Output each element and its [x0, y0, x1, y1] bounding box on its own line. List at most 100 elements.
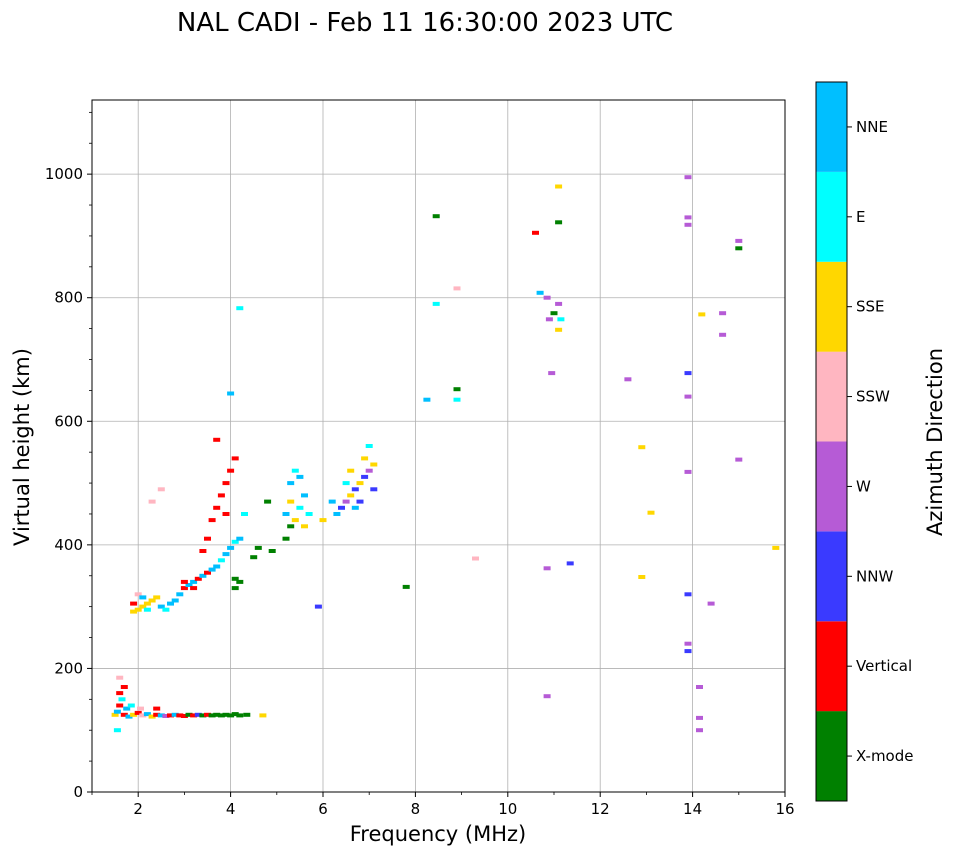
- data-point: [157, 713, 165, 718]
- data-point: [139, 604, 147, 609]
- data-point: [550, 311, 558, 316]
- colorbar-label: SSE: [856, 298, 885, 316]
- data-point: [118, 697, 126, 702]
- data-point: [268, 549, 276, 553]
- y-tick-label: 200: [54, 659, 83, 677]
- data-point: [171, 712, 179, 717]
- data-point: [342, 481, 350, 486]
- data-point: [199, 549, 207, 553]
- data-point: [213, 505, 221, 510]
- data-point: [557, 317, 565, 322]
- data-point: [351, 487, 359, 492]
- data-point: [162, 607, 170, 612]
- data-point: [472, 556, 479, 561]
- data-points: [111, 175, 780, 733]
- data-point: [365, 468, 373, 473]
- x-tick-label: 14: [683, 800, 702, 818]
- data-point: [157, 487, 165, 492]
- data-point: [130, 712, 138, 717]
- x-tick-label: 12: [591, 800, 610, 818]
- x-tick-label: 16: [775, 800, 794, 818]
- colorbar-segment: [816, 351, 847, 442]
- data-point: [113, 728, 121, 733]
- data-point: [684, 469, 692, 474]
- data-point: [543, 295, 551, 300]
- data-point: [171, 598, 179, 603]
- data-point: [217, 558, 225, 563]
- data-point: [319, 518, 327, 523]
- data-point: [213, 712, 221, 717]
- data-point: [532, 230, 539, 235]
- data-point: [231, 586, 239, 591]
- data-point: [236, 536, 244, 541]
- data-point: [190, 579, 198, 584]
- data-point: [548, 371, 556, 376]
- data-point: [185, 583, 193, 587]
- data-point: [432, 301, 440, 306]
- data-point: [250, 555, 258, 560]
- data-point: [684, 394, 692, 399]
- data-point: [735, 457, 743, 462]
- colorbar-label: Vertical: [856, 657, 912, 675]
- data-point: [243, 712, 251, 717]
- data-point: [227, 545, 235, 550]
- colorbar-segment: [816, 82, 847, 172]
- data-point: [287, 481, 295, 486]
- data-point: [111, 712, 119, 717]
- data-point: [199, 713, 207, 718]
- data-point: [130, 609, 138, 614]
- y-tick-label: 800: [54, 289, 83, 307]
- data-point: [227, 391, 235, 396]
- data-point: [123, 706, 131, 711]
- data-point: [116, 703, 124, 708]
- plot-area: 2 4 6 8 10 12 14 16 0 200 400 600 800 1000: [45, 99, 795, 818]
- colorbar-title: Azimuth Direction: [923, 348, 947, 536]
- data-point: [222, 552, 230, 557]
- data-point: [190, 586, 198, 591]
- data-point: [328, 499, 336, 504]
- data-point: [236, 579, 244, 584]
- data-point: [555, 327, 563, 332]
- data-point: [696, 715, 703, 720]
- data-point: [162, 714, 170, 718]
- data-point: [772, 545, 780, 550]
- x-tick-label: 4: [226, 800, 236, 818]
- data-point: [204, 712, 211, 717]
- data-point: [453, 286, 461, 291]
- data-point: [707, 601, 715, 606]
- data-point: [543, 694, 551, 699]
- data-point: [282, 512, 290, 516]
- data-point: [365, 444, 373, 448]
- data-point: [647, 510, 655, 515]
- data-point: [638, 445, 646, 450]
- data-point: [347, 468, 355, 473]
- data-point: [217, 493, 225, 498]
- data-point: [167, 713, 174, 718]
- data-point: [696, 685, 703, 689]
- data-point: [217, 713, 225, 718]
- data-point: [134, 710, 142, 715]
- data-point: [453, 397, 461, 402]
- data-point: [139, 595, 147, 600]
- data-point: [296, 474, 304, 479]
- colorbar: X-mode Vertical NNW W SSW SSE E NNE: [815, 81, 913, 802]
- data-point: [684, 371, 692, 376]
- data-point: [231, 712, 239, 717]
- data-point: [153, 706, 161, 711]
- colorbar-label: NNE: [856, 118, 888, 136]
- data-point: [120, 685, 128, 689]
- data-point: [116, 691, 124, 696]
- data-point: [698, 312, 706, 317]
- chart-title: NAL CADI - Feb 11 16:30:00 2023 UTC: [177, 8, 673, 38]
- axis-ticks: 2 4 6 8 10 12 14 16 0 200 400 600 800 1000: [45, 111, 795, 818]
- data-point: [301, 493, 308, 498]
- data-point: [227, 468, 235, 473]
- colorbar-label: SSW: [856, 388, 890, 406]
- data-point: [555, 220, 563, 225]
- y-axis-title: Virtual height (km): [10, 348, 34, 546]
- data-point: [157, 604, 165, 609]
- colorbar-segment: [816, 711, 847, 801]
- data-point: [555, 184, 563, 189]
- data-point: [545, 317, 553, 322]
